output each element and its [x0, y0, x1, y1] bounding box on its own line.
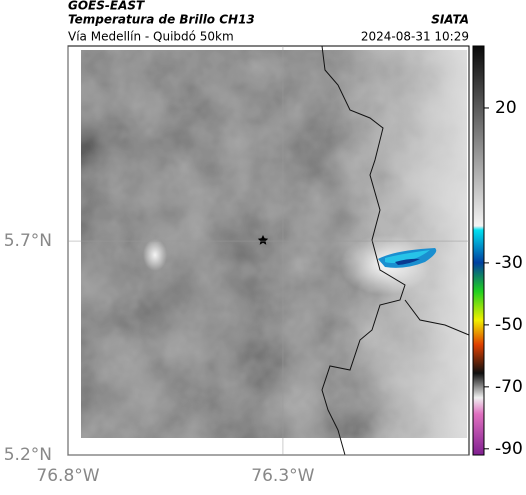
colorbar-tick-label: -70	[495, 377, 523, 397]
colorbar-tick-label: -50	[495, 315, 523, 335]
colorbar-tick-label: -90	[495, 439, 523, 459]
source: SIATA	[431, 13, 469, 27]
y-tick-label: 5.7°N	[4, 231, 52, 251]
subtitle: Temperatura de Brillo CH13	[68, 13, 255, 27]
x-tick-label: 76.8°W	[36, 466, 99, 486]
y-tick-label: 5.2°N	[4, 445, 52, 465]
title: GOES-EAST	[68, 0, 145, 13]
timestamp: 2024-08-31 10:29	[361, 30, 469, 44]
route: Vía Medellín - Quibdó 50km	[68, 30, 234, 44]
border	[321, 45, 470, 456]
colorbar-tick-label: -30	[495, 253, 523, 273]
x-tick-label: 76.3°W	[251, 466, 314, 486]
colorbar	[472, 45, 485, 456]
satellite-image	[81, 50, 467, 438]
marker	[257, 235, 269, 245]
colorbar-tick-label: 20	[495, 98, 517, 118]
